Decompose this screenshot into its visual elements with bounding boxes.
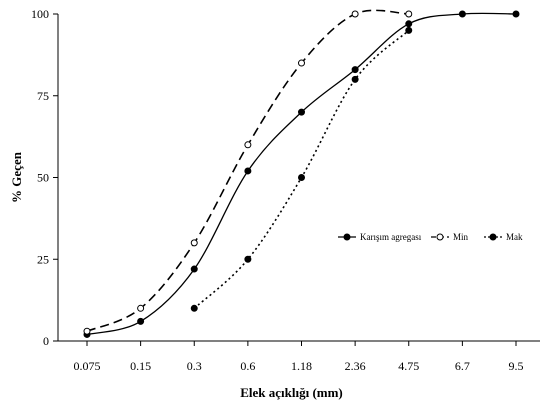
y-tick-label: 50: [37, 171, 49, 185]
x-tick-label: 4.75: [398, 359, 419, 373]
data-point: [190, 239, 198, 247]
data-point: [351, 66, 359, 74]
data-point: [298, 174, 305, 181]
series-group: [83, 9, 520, 338]
series-2: [83, 9, 413, 335]
x-ticks: 0.075 0.15 0.3 0.6 1.18 2.36 4.75 6.7 9.5: [74, 341, 524, 373]
data-point: [137, 317, 145, 325]
series-line: [193, 29, 410, 309]
data-point: [244, 167, 252, 175]
data-point: [244, 141, 252, 149]
legend-label: Mak: [506, 232, 523, 242]
data-point: [405, 26, 413, 34]
x-tick-label: 0.075: [74, 359, 101, 373]
data-point: [298, 108, 305, 116]
x-tick-label: 0.6: [240, 359, 255, 373]
data-point: [405, 10, 413, 18]
series-3: [190, 26, 413, 312]
x-tick-label: 0.3: [187, 359, 202, 373]
data-point: [190, 304, 198, 312]
data-point: [351, 75, 359, 83]
series-line: [86, 12, 517, 336]
y-tick-label: 75: [37, 89, 49, 103]
data-point: [458, 10, 466, 18]
legend-marker: [343, 233, 351, 241]
y-tick-label: 0: [43, 334, 49, 348]
data-point: [83, 327, 91, 335]
x-tick-label: 6.7: [455, 359, 470, 373]
legend: Karışım agregası Min Mak: [338, 232, 523, 242]
data-point: [190, 265, 198, 273]
data-point: [405, 20, 413, 28]
x-tick-label: 1.18: [291, 359, 312, 373]
legend-label: Min: [453, 232, 469, 242]
y-tick-label: 100: [31, 7, 49, 21]
data-point: [512, 10, 520, 18]
y-axis-title: % Geçen: [9, 151, 24, 203]
y-ticks: 0 25 50 75 100: [31, 7, 58, 348]
x-tick-label: 9.5: [509, 359, 524, 373]
data-point: [351, 10, 359, 18]
x-tick-label: 0.15: [130, 359, 151, 373]
y-tick-label: 25: [37, 252, 49, 266]
x-axis-title: Elek açıklığı (mm): [240, 385, 343, 400]
data-point: [244, 255, 252, 263]
data-point: [137, 304, 145, 312]
x-tick-label: 2.36: [345, 359, 366, 373]
legend-label: Karışım agregası: [360, 232, 422, 242]
legend-marker: [436, 233, 444, 241]
legend-marker: [489, 233, 497, 241]
data-point: [298, 59, 305, 67]
